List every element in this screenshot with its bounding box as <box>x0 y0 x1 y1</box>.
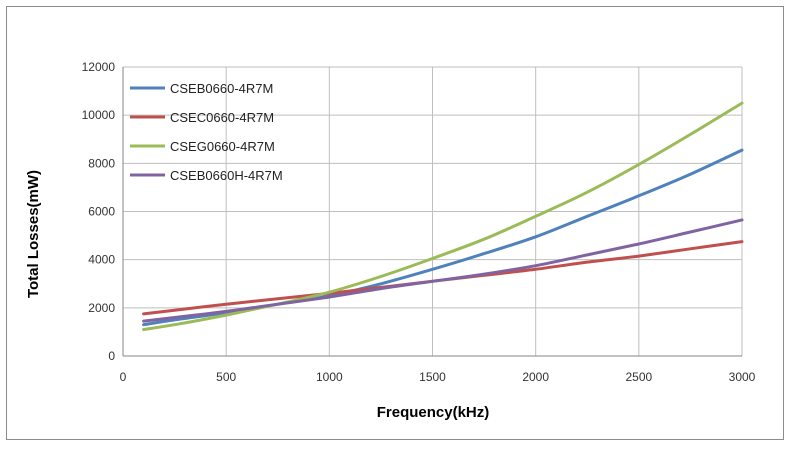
y-axis-title: Total Losses(mW) <box>25 170 42 298</box>
y-tick-label: 8000 <box>88 156 115 170</box>
series-line-cseb0660h-4r7m <box>142 218 744 323</box>
legend: CSEB0660-4R7M CSEC0660-4R7M CSEG0660-4R7M C… <box>130 81 283 183</box>
x-tick-label: 0 <box>120 370 127 384</box>
y-tick-label: 0 <box>108 349 115 363</box>
x-tick-label: 500 <box>216 370 236 384</box>
tick-labels: 0 2000 4000 6000 8000 10000 12000 0 500 1000 1500 2… <box>82 60 756 384</box>
line-chart: 0 2000 4000 6000 8000 10000 12000 0 500 1000 1500 2… <box>25 60 756 421</box>
x-tick-label: 2000 <box>522 370 549 384</box>
series-lines <box>142 101 744 331</box>
legend-label: CSEB0660-4R7M <box>170 81 273 96</box>
series-line-csec0660-4r7m <box>142 240 744 316</box>
y-tick-label: 4000 <box>88 253 115 267</box>
x-axis-title: Frequency(kHz) <box>377 404 490 421</box>
x-tick-label: 1000 <box>316 370 343 384</box>
axes <box>122 67 742 357</box>
x-tick-label: 1500 <box>419 370 446 384</box>
y-tick-label: 12000 <box>82 60 116 74</box>
y-tick-label: 6000 <box>88 205 115 219</box>
y-tick-label: 10000 <box>82 108 116 122</box>
grid <box>123 66 743 356</box>
chart-frame: 0 2000 4000 6000 8000 10000 12000 0 500 1000 1500 2… <box>6 6 784 440</box>
x-tick-label: 3000 <box>729 370 756 384</box>
legend-label: CSEB0660H-4R7M <box>170 168 283 183</box>
series-line-cseg0660-4r7m <box>142 101 744 331</box>
legend-label: CSEC0660-4R7M <box>170 110 274 125</box>
y-tick-label: 2000 <box>88 301 115 315</box>
x-tick-label: 2500 <box>625 370 652 384</box>
legend-label: CSEG0660-4R7M <box>170 139 275 154</box>
